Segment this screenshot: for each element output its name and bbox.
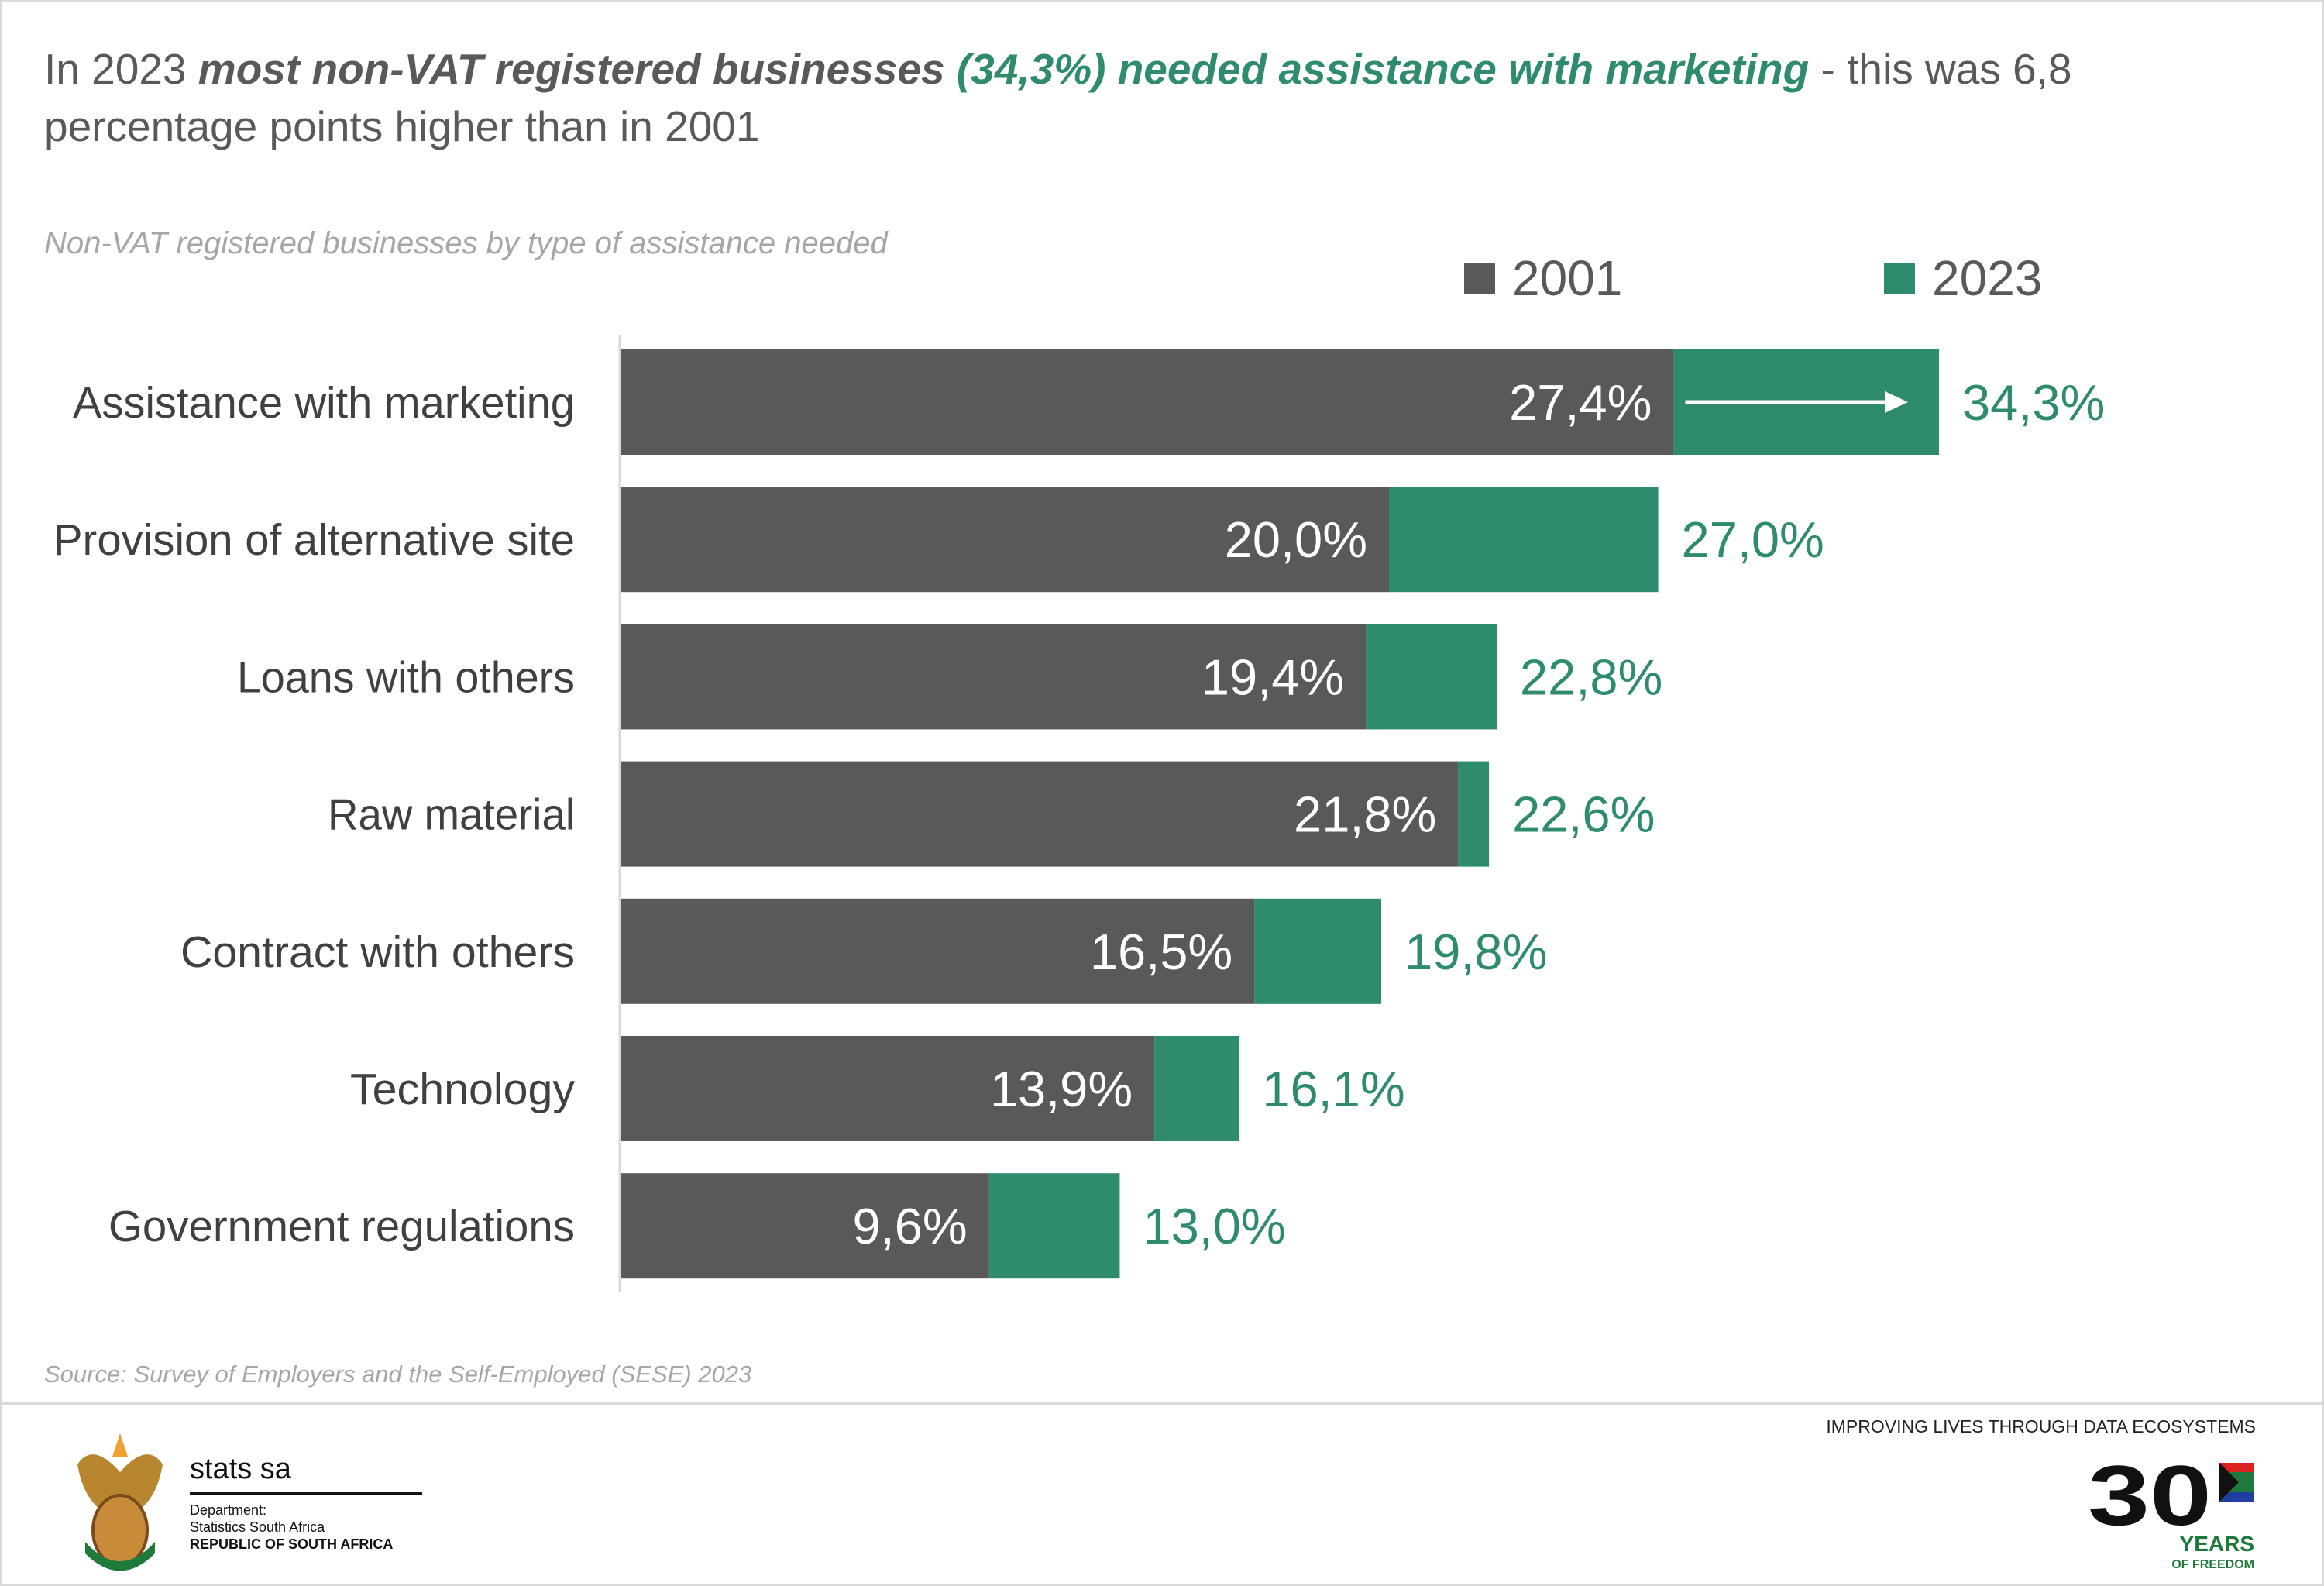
headline-part: In 2023 <box>44 45 198 93</box>
bar-2023 <box>1154 1036 1239 1141</box>
bar-2023 <box>1366 624 1497 730</box>
category-label: Loans with others <box>237 652 575 702</box>
data-label-2001: 16,5% <box>1090 924 1232 980</box>
bar-2001 <box>620 1173 989 1279</box>
legend-label-2001: 2001 <box>1512 250 1623 306</box>
legend-swatch-2023 <box>1884 263 1915 294</box>
legend-label-2023: 2023 <box>1932 250 2043 306</box>
data-label-2023: 19,8% <box>1404 924 1547 980</box>
bar-2001 <box>620 349 1674 455</box>
thirty-years-freedom-logo: 30 YEARS OF FREEDOM <box>2088 1448 2254 1571</box>
category-label: Technology <box>350 1065 575 1114</box>
data-label-2023: 16,1% <box>1262 1061 1404 1117</box>
bar-2023 <box>1458 761 1490 867</box>
category-label: Assistance with marketing <box>73 378 575 428</box>
data-label-2023: 27,0% <box>1682 511 1824 568</box>
bar-2023 <box>1389 487 1659 593</box>
legend-item-2001: 2001 <box>1464 249 1622 307</box>
legend-item-2023: 2023 <box>1884 249 2042 307</box>
bar-2001 <box>620 898 1255 1004</box>
bar-2001 <box>620 624 1367 730</box>
logo-rule <box>190 1492 422 1495</box>
source-note: Source: Survey of Employers and the Self… <box>44 1361 752 1388</box>
headline-part: - this was 6,8 percentage points higher … <box>44 45 2072 150</box>
bar-2001 <box>620 487 1389 593</box>
data-label-2001: 9,6% <box>852 1198 967 1254</box>
legend-swatch-2001 <box>1464 263 1495 294</box>
tagline: IMPROVING LIVES THROUGH DATA ECOSYSTEMS <box>1826 1416 2256 1436</box>
data-label-2023: 13,0% <box>1143 1198 1285 1254</box>
bar-chart: Assistance with marketing 27,4% 34,3% Provi… <box>53 335 2105 1292</box>
dept-line: Statistics South Africa <box>190 1519 325 1535</box>
chart-subtitle: Non-VAT registered businesses by type of… <box>44 226 888 260</box>
data-label-2023: 22,8% <box>1520 649 1662 705</box>
data-label-2001: 27,4% <box>1509 374 1652 431</box>
data-label-2023: 22,6% <box>1512 786 1655 843</box>
data-label-2001: 19,4% <box>1202 649 1344 705</box>
category-label: Raw material <box>328 790 575 840</box>
stats-sa-name: stats sa <box>190 1453 291 1485</box>
data-label-2001: 20,0% <box>1225 511 1367 568</box>
category-label: Contract with others <box>180 927 575 977</box>
badge-number: 30 <box>2088 1448 2212 1543</box>
headline: In 2023 most non-VAT registered business… <box>44 40 2275 155</box>
headline-bold: most non-VAT registered businesses <box>198 45 957 93</box>
headline-highlight: (34,3%) needed assistance with marketing <box>956 45 1810 93</box>
arrow-right-icon <box>1884 391 1908 413</box>
data-label-2001: 13,9% <box>990 1061 1133 1117</box>
stats-sa-logo: stats sa Department: Statistics South Af… <box>70 1426 434 1573</box>
badge-text: OF FREEDOM <box>2171 1558 2254 1571</box>
category-label: Provision of alternative site <box>53 515 575 565</box>
dept-line: Department: <box>190 1502 267 1518</box>
dept-line: REPUBLIC OF SOUTH AFRICA <box>190 1536 394 1552</box>
bar-2023 <box>988 1173 1120 1279</box>
bar-2001 <box>620 761 1459 867</box>
coat-of-arms-icon <box>77 1433 163 1571</box>
data-label-2023: 34,3% <box>1962 374 2105 431</box>
data-label-2001: 21,8% <box>1294 786 1436 843</box>
department-text: Department: Statistics South Africa REPU… <box>190 1502 393 1553</box>
bar-2001 <box>620 1036 1155 1141</box>
footer-divider <box>0 1402 2324 1405</box>
badge-text: YEARS <box>2180 1532 2254 1556</box>
category-label: Government regulations <box>108 1202 575 1251</box>
bar-2023 <box>1254 898 1382 1004</box>
